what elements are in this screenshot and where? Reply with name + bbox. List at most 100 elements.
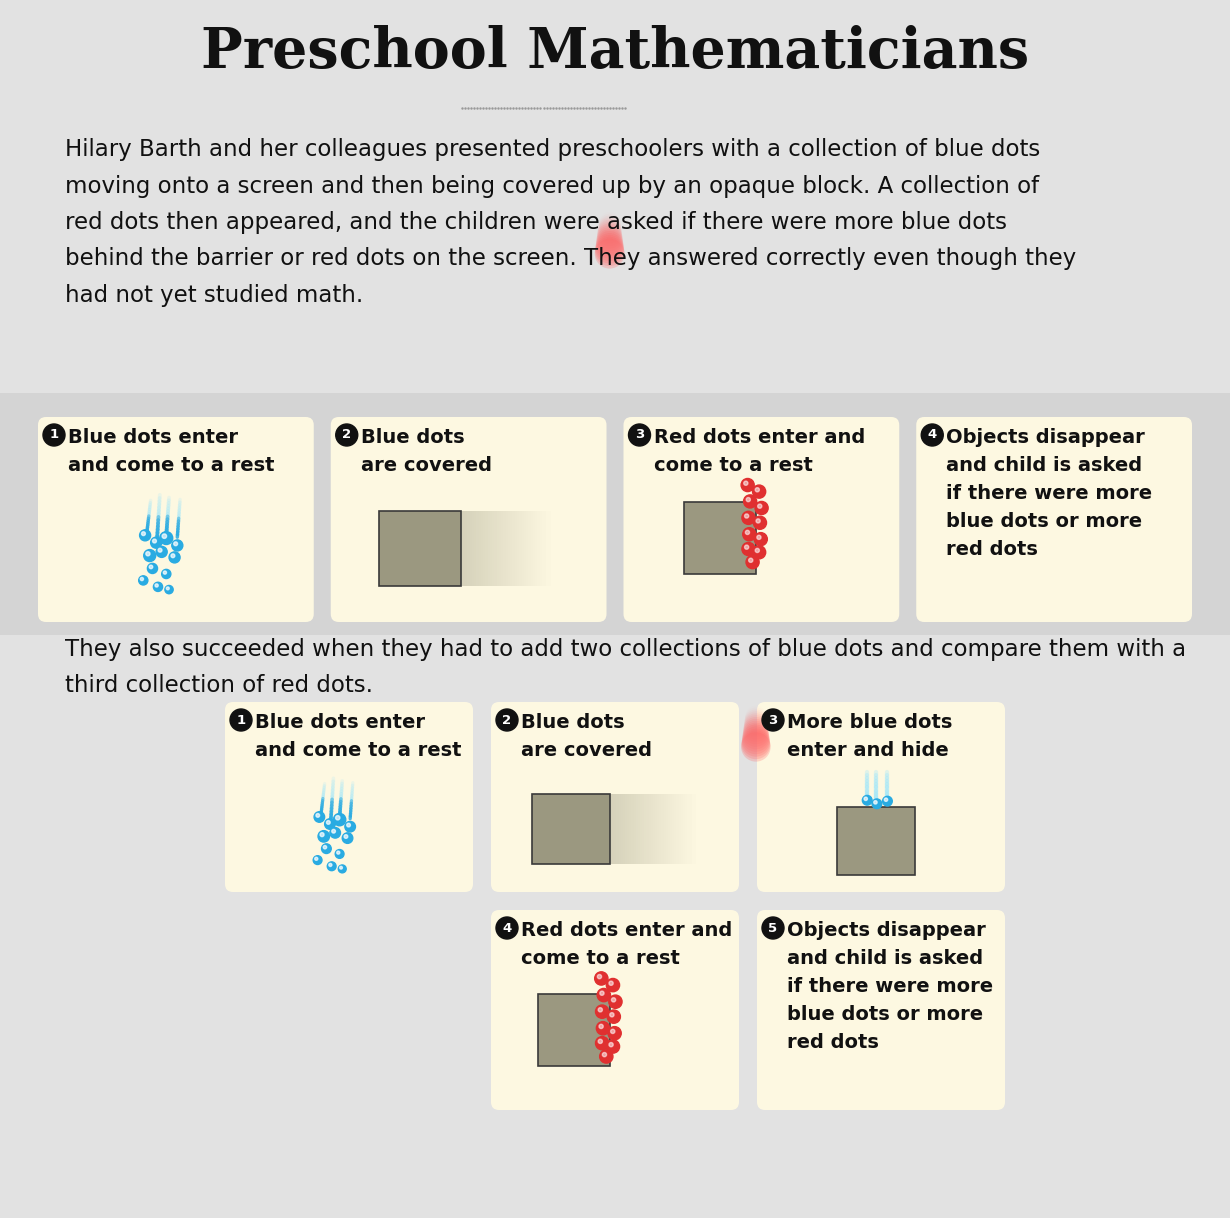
Circle shape — [230, 709, 252, 731]
Bar — [503, 510, 506, 586]
Circle shape — [598, 1007, 603, 1012]
Bar — [676, 794, 679, 865]
Circle shape — [155, 583, 159, 587]
Bar — [614, 794, 616, 865]
Circle shape — [756, 519, 760, 523]
Bar — [610, 794, 613, 865]
FancyBboxPatch shape — [491, 910, 739, 1110]
Circle shape — [608, 1010, 620, 1023]
Circle shape — [742, 542, 755, 555]
Circle shape — [598, 974, 601, 979]
Circle shape — [43, 424, 65, 446]
Bar — [653, 794, 656, 865]
Circle shape — [323, 845, 327, 849]
Bar — [616, 794, 619, 865]
Bar — [478, 510, 481, 586]
Circle shape — [173, 542, 177, 546]
Circle shape — [595, 236, 625, 266]
Text: They also succeeded when they had to add two collections of blue dots and compar: They also succeeded when they had to add… — [65, 638, 1186, 698]
FancyBboxPatch shape — [38, 417, 314, 622]
Circle shape — [172, 540, 183, 551]
Text: Red dots enter and
come to a rest: Red dots enter and come to a rest — [653, 428, 865, 475]
Bar — [524, 510, 526, 586]
Circle shape — [595, 235, 624, 263]
Bar — [465, 510, 467, 586]
Text: 2: 2 — [342, 429, 352, 441]
Circle shape — [321, 844, 331, 854]
Bar — [541, 510, 544, 586]
Bar — [674, 794, 677, 865]
Circle shape — [316, 814, 320, 817]
Circle shape — [609, 1043, 614, 1046]
Bar — [517, 510, 519, 586]
Bar — [533, 510, 535, 586]
Circle shape — [743, 719, 769, 744]
Bar — [680, 794, 683, 865]
Circle shape — [743, 527, 756, 541]
Circle shape — [338, 865, 346, 873]
Bar — [528, 510, 530, 586]
Circle shape — [342, 833, 353, 843]
Bar — [664, 794, 665, 865]
Circle shape — [742, 725, 770, 752]
Bar — [474, 510, 476, 586]
Bar — [656, 794, 657, 865]
Circle shape — [597, 225, 622, 251]
Circle shape — [755, 548, 759, 553]
Circle shape — [162, 533, 166, 538]
Bar — [622, 794, 625, 865]
Circle shape — [146, 552, 150, 555]
Circle shape — [344, 821, 355, 832]
Circle shape — [754, 532, 768, 546]
Bar — [0, 393, 1230, 635]
Text: 4: 4 — [927, 429, 937, 441]
Circle shape — [754, 516, 766, 530]
Bar — [694, 794, 696, 865]
Circle shape — [160, 531, 172, 544]
Circle shape — [742, 512, 755, 525]
Text: Blue dots
are covered: Blue dots are covered — [360, 428, 492, 475]
Bar — [481, 510, 483, 586]
Bar — [472, 510, 474, 586]
Bar — [625, 794, 627, 865]
Circle shape — [608, 1027, 621, 1040]
Bar — [640, 794, 642, 865]
Circle shape — [326, 821, 330, 825]
Bar — [526, 510, 528, 586]
Circle shape — [314, 811, 325, 822]
Text: Blue dots enter
and come to a rest: Blue dots enter and come to a rest — [68, 428, 274, 475]
Circle shape — [603, 1052, 606, 1057]
Bar — [619, 794, 621, 865]
Circle shape — [336, 849, 344, 859]
Text: 4: 4 — [502, 922, 512, 934]
Circle shape — [156, 547, 167, 558]
Text: Preschool Mathematicians: Preschool Mathematicians — [200, 26, 1030, 80]
Bar — [533, 794, 610, 865]
Bar — [538, 994, 610, 1066]
Bar — [487, 510, 490, 586]
Circle shape — [763, 709, 784, 731]
Circle shape — [611, 998, 616, 1002]
Circle shape — [598, 219, 621, 244]
Circle shape — [325, 818, 336, 829]
Circle shape — [599, 1024, 603, 1028]
Circle shape — [606, 1040, 620, 1054]
Circle shape — [171, 554, 175, 558]
Text: 5: 5 — [769, 922, 777, 934]
Circle shape — [610, 1012, 614, 1017]
Circle shape — [319, 831, 330, 842]
Circle shape — [315, 857, 317, 860]
Circle shape — [140, 577, 144, 581]
Bar — [483, 510, 486, 586]
Circle shape — [594, 972, 608, 985]
Bar — [494, 510, 497, 586]
Bar — [836, 808, 915, 876]
Bar — [519, 510, 522, 586]
FancyBboxPatch shape — [225, 702, 474, 892]
Circle shape — [744, 711, 768, 734]
Bar — [631, 794, 633, 865]
Circle shape — [169, 552, 180, 563]
Circle shape — [742, 728, 770, 756]
Circle shape — [883, 797, 892, 806]
Circle shape — [595, 1037, 609, 1050]
